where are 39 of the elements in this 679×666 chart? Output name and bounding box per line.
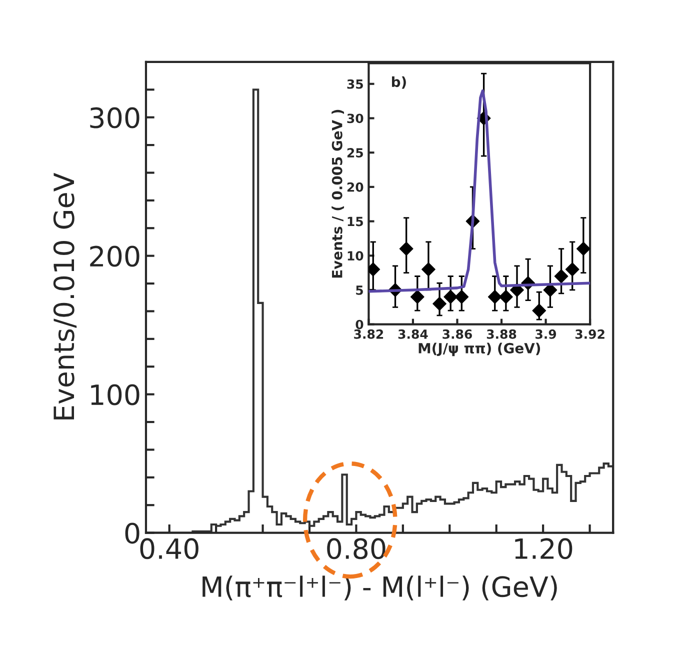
y-tick-label: 15	[348, 216, 363, 226]
point	[498, 290, 513, 304]
point	[576, 242, 590, 256]
point	[454, 290, 469, 304]
y-tick-label: 20	[347, 182, 364, 192]
x-tick-label: 0.40	[140, 538, 198, 560]
x-tick-label: 3.88	[486, 329, 516, 339]
point	[410, 290, 424, 304]
y-tick-label: 100	[91, 384, 140, 406]
y-tick-label: 300	[90, 107, 140, 128]
x-tick-label: 3.9	[536, 329, 556, 339]
y-tick-label: 25	[347, 148, 363, 158]
point	[565, 262, 580, 276]
y-tick-label: 10	[348, 251, 364, 261]
point	[422, 262, 436, 276]
x-tick-label: 0.80	[327, 538, 386, 560]
x-tick-label: 3.92	[575, 329, 604, 339]
x-tick-label: 1.20	[515, 538, 572, 560]
point	[488, 290, 502, 304]
x-tick-label: 3.82	[354, 329, 384, 339]
y-tick-label: 5	[356, 286, 363, 295]
y-tick-label: 200	[90, 246, 140, 267]
x-axis-title: M(π⁺π⁻l⁺l⁻) - M(l⁺l⁻) (GeV)	[202, 576, 557, 600]
y-tick-label: 0	[125, 522, 140, 544]
annotation: b)	[392, 76, 406, 89]
point	[532, 304, 546, 318]
point	[444, 290, 458, 304]
point	[399, 242, 414, 256]
line-series	[368, 89, 590, 293]
x-axis-title: M(J/ψ ππ) (GeV)	[418, 342, 540, 356]
y-tick-label: 30	[347, 114, 364, 124]
y-axis-title: Events / ( 0.005 GeV )	[332, 110, 344, 278]
x-tick-label: 3.86	[442, 329, 472, 339]
x-tick-label: 3.84	[398, 329, 428, 339]
point	[432, 296, 446, 311]
y-tick-label: 0	[356, 320, 364, 330]
y-tick-label: 35	[347, 79, 363, 89]
y-axis-title: Events/0.010 GeV	[53, 172, 77, 420]
point	[554, 269, 568, 284]
